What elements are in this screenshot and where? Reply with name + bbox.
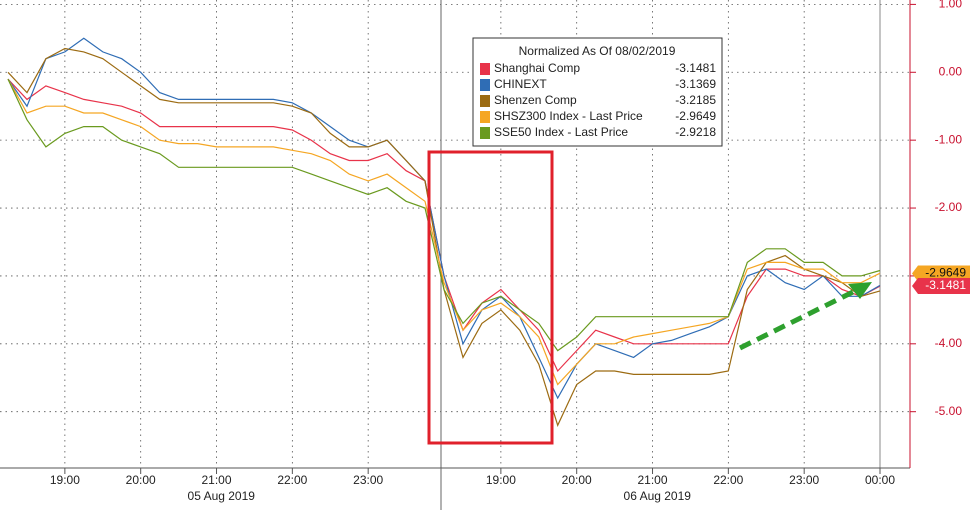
x-tick-label: 21:00 — [638, 473, 668, 487]
legend-title: Normalized As Of 08/02/2019 — [519, 44, 676, 58]
legend-swatch — [480, 127, 490, 139]
y-tick-label: -1.00 — [935, 132, 963, 146]
x-tick-label: 22:00 — [713, 473, 743, 487]
legend: Normalized As Of 08/02/2019 — [472, 37, 723, 147]
legend-swatch — [480, 111, 490, 123]
x-tick-label: 23:00 — [353, 473, 383, 487]
legend-rows: Shanghai Comp -3.1481 CHINEXT -3.1369 Shenze… — [480, 61, 716, 139]
x-tick-label: 20:00 — [562, 473, 592, 487]
x-tick-label: 00:00 — [865, 473, 895, 487]
trend-arrow — [738, 288, 857, 351]
trend-arrowhead — [848, 282, 872, 299]
series-line — [7, 78, 881, 386]
highlight-box — [427, 150, 554, 445]
legend-value: -3.1369 — [675, 77, 716, 91]
legend-swatch — [480, 95, 490, 107]
legend-value: -3.2185 — [675, 93, 716, 107]
x-sublabel: 06 Aug 2019 — [624, 489, 692, 503]
y-tick-label: -5.00 — [935, 404, 963, 418]
x-sublabel: 05 Aug 2019 — [188, 489, 256, 503]
y-tick-label: 1.00 — [939, 0, 963, 11]
value-tag-label: -2.9649 — [925, 266, 966, 280]
x-tick-label: 20:00 — [126, 473, 156, 487]
x-tick-label: 21:00 — [202, 473, 232, 487]
x-tick-label: 19:00 — [50, 473, 80, 487]
legend-label: SSE50 Index - Last Price — [494, 125, 628, 139]
series-line — [7, 37, 881, 400]
y-tick-label: -4.00 — [935, 336, 963, 350]
y-tick-label: -2.00 — [935, 200, 963, 214]
legend-swatch — [480, 79, 490, 91]
x-tick-label: 22:00 — [277, 473, 307, 487]
legend-label: SHSZ300 Index - Last Price — [494, 109, 643, 123]
series-line — [7, 78, 881, 352]
y-tick-label: 0.00 — [939, 64, 963, 78]
value-tags: -2.9649-3.1481 — [912, 265, 970, 294]
x-tick-label: 19:00 — [486, 473, 516, 487]
legend-value: -2.9649 — [675, 109, 716, 123]
legend-label: Shenzen Comp — [494, 93, 577, 107]
legend-value: -3.1481 — [675, 61, 716, 75]
legend-box — [472, 37, 723, 147]
x-tick-label: 23:00 — [789, 473, 819, 487]
legend-value: -2.9218 — [675, 125, 716, 139]
legend-swatch — [480, 63, 490, 75]
value-tag-label: -3.1481 — [925, 278, 966, 292]
value-tag — [912, 265, 970, 282]
legend-label: CHINEXT — [494, 77, 547, 91]
value-tag — [912, 277, 970, 294]
legend-label: Shanghai Comp — [494, 61, 580, 75]
lines-layer — [7, 37, 881, 427]
